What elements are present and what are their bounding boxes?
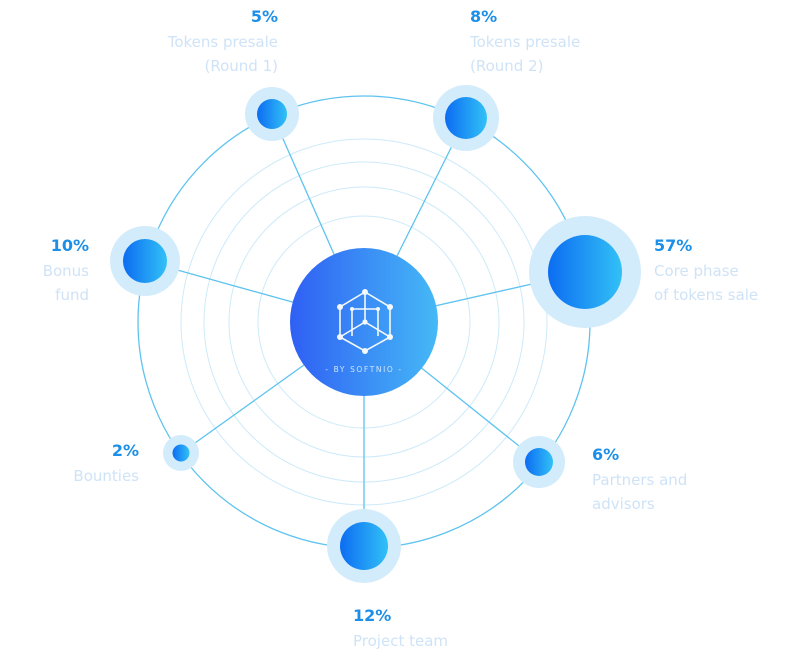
segment-name-line: advisors <box>592 495 655 513</box>
segment-percent: 57% <box>654 236 692 255</box>
segment-percent: 2% <box>112 441 139 460</box>
segment-node <box>163 435 199 471</box>
segment-name-line: Tokens presale <box>167 33 278 51</box>
segment-name-line: Project team <box>353 632 448 650</box>
segment-name-line: (Round 2) <box>470 57 543 75</box>
segment-name-line: Bonus <box>43 262 89 280</box>
node-dot <box>123 239 167 283</box>
segment-name-line: Core phase <box>654 262 739 280</box>
segment-node <box>327 509 401 583</box>
segment-node <box>245 87 299 141</box>
segment-name-line: fund <box>55 286 89 304</box>
center-hub: - BY SOFTNIO - <box>290 248 438 396</box>
segment-label: 12% Project team <box>353 606 448 650</box>
segment-node <box>110 226 180 296</box>
segment-label: 57% Core phase of tokens sale <box>654 236 758 304</box>
segment-name-line: Bounties <box>73 467 139 485</box>
node-dot <box>548 235 622 309</box>
segment-label: 6% Partners and advisors <box>592 445 687 513</box>
node-dot <box>257 99 287 129</box>
segment-name-line: Partners and <box>592 471 687 489</box>
segment-name-line: of tokens sale <box>654 286 758 304</box>
segment-percent: 10% <box>51 236 89 255</box>
segment-name-line: (Round 1) <box>205 57 278 75</box>
node-dot <box>445 97 487 139</box>
segment-percent: 8% <box>470 7 497 26</box>
network-cube-icon <box>337 289 393 354</box>
brand-text: - BY SOFTNIO - <box>325 365 402 374</box>
segment-node <box>529 216 641 328</box>
segment-node <box>513 436 565 488</box>
segment-percent: 5% <box>251 7 278 26</box>
segment-label: 10% Bonus fund <box>43 236 89 304</box>
segment-label: 2% Bounties <box>73 441 139 485</box>
segment-label: 8% Tokens presale (Round 2) <box>469 7 580 75</box>
segment-label: 5% Tokens presale (Round 1) <box>167 7 278 75</box>
segment-node <box>433 85 499 151</box>
segment-percent: 6% <box>592 445 619 464</box>
node-dot <box>525 448 553 476</box>
node-dot <box>340 522 388 570</box>
node-dot <box>172 444 190 462</box>
segment-name-line: Tokens presale <box>469 33 580 51</box>
segment-percent: 12% <box>353 606 391 625</box>
